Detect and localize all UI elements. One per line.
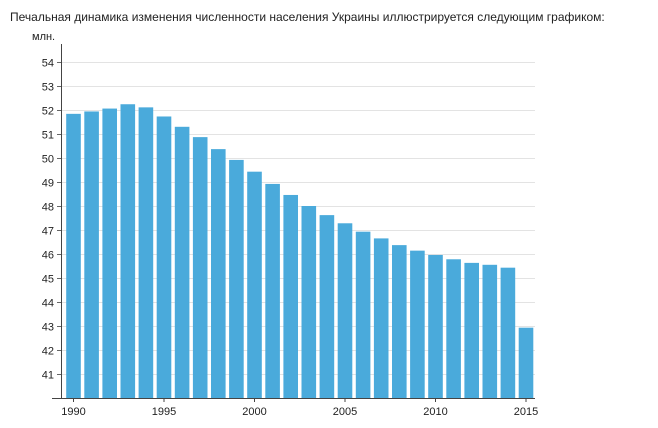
x-tick-label: 1990	[61, 406, 85, 418]
y-tick-label: 44	[42, 298, 54, 310]
bar-2012	[464, 262, 479, 398]
x-tick-label: 2000	[242, 406, 266, 418]
y-tick-label: 41	[42, 370, 54, 382]
bar-2000	[247, 171, 262, 398]
y-tick-label: 48	[42, 202, 54, 214]
bar-2013	[482, 264, 498, 398]
bar-1998	[211, 149, 226, 398]
y-tick-label: 47	[42, 226, 54, 238]
bar-1995	[156, 116, 172, 398]
x-tick-label: 1995	[152, 406, 176, 418]
x-tick-label: 2015	[514, 406, 538, 418]
bar-2007	[373, 238, 389, 398]
y-tick-label: 53	[42, 82, 54, 94]
x-tick-label: 2005	[333, 406, 357, 418]
bar-1991	[84, 111, 99, 398]
bar-1999	[229, 159, 244, 398]
y-tick-label: 52	[42, 106, 54, 118]
bar-2008	[392, 245, 407, 398]
bar-2004	[319, 215, 335, 398]
bar-2003	[301, 206, 317, 398]
y-tick-label: 43	[42, 322, 54, 334]
y-tick-label: 49	[42, 178, 54, 190]
y-tick-label: 51	[42, 130, 54, 142]
y-tick-label: 42	[42, 346, 54, 358]
bar-2002	[283, 194, 298, 398]
y-tick-label: 45	[42, 274, 54, 286]
bar-2011	[446, 259, 461, 398]
chart-caption: Печальная динамика изменения численности…	[10, 10, 605, 24]
y-tick-label: 46	[42, 250, 54, 262]
bar-2009	[410, 250, 425, 398]
bar-2006	[355, 231, 371, 398]
bar-1994	[138, 107, 154, 399]
bar-2010	[428, 254, 443, 398]
y-tick-label: 50	[42, 154, 54, 166]
bar-1992	[102, 108, 117, 398]
bar-1990	[66, 113, 81, 398]
y-tick-label: 54	[42, 58, 54, 70]
y-axis-unit-label: млн.	[32, 31, 56, 43]
bar-1996	[174, 126, 190, 399]
x-tick-label: 2010	[423, 406, 447, 418]
bar-1997	[192, 137, 208, 398]
bar-2014	[500, 267, 516, 398]
bar-2015	[518, 327, 534, 398]
bar-1993	[120, 104, 136, 399]
bar-2001	[265, 183, 280, 398]
bar-2005	[337, 223, 353, 398]
